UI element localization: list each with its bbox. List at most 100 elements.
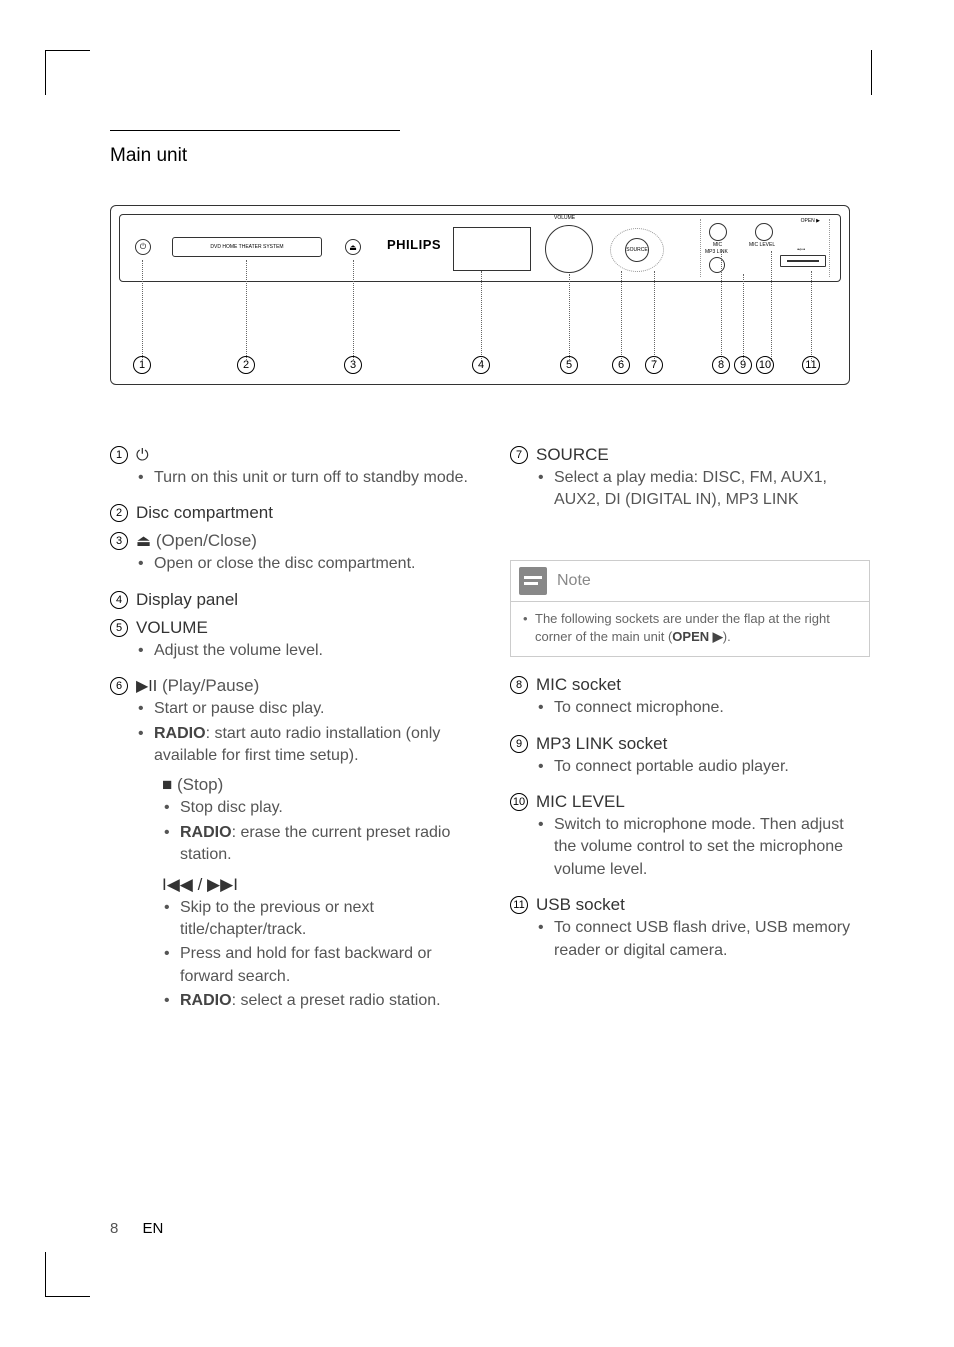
item-number: 7 xyxy=(510,446,528,464)
item-title: MP3 LINK socket xyxy=(536,734,870,754)
note-icon xyxy=(519,567,547,595)
item-number: 8 xyxy=(510,676,528,694)
crop-mark-tl xyxy=(45,50,90,95)
section-title: Main unit xyxy=(110,130,400,175)
mp3-link-jack xyxy=(709,257,725,273)
item-body: Display panel xyxy=(136,590,470,612)
list-item: 4 Display panel xyxy=(110,590,470,612)
main-unit-diagram: ⏻ DVD HOME THEATER SYSTEM ⏏ PHILIPS VOLU… xyxy=(110,205,850,385)
mic-jack-icon xyxy=(709,223,727,241)
callout-line xyxy=(771,251,772,361)
mic-level-knob xyxy=(755,223,773,241)
usb-slot-icon xyxy=(780,255,826,267)
bullet-list: Turn on this unit or turn off to standby… xyxy=(136,467,470,489)
bullet: RADIO: start auto radio installation (on… xyxy=(154,723,470,768)
note-header: Note xyxy=(511,561,869,601)
bullet: Stop disc play. xyxy=(180,797,470,819)
item-title: SOURCE xyxy=(536,445,870,465)
item-body: VOLUMEAdjust the volume level. xyxy=(136,618,470,670)
callout-number: 9 xyxy=(734,356,752,374)
item-body: ⏏ (Open/Close)Open or close the disc com… xyxy=(136,531,470,583)
item-number: 10 xyxy=(510,793,528,811)
callout-number: 1 xyxy=(133,356,151,374)
bullet: Skip to the previous or next title/chapt… xyxy=(180,897,470,942)
callout-line xyxy=(621,271,622,361)
list-item: 7 SOURCESelect a play media: DISC, FM, AU… xyxy=(510,445,870,520)
item-number: 4 xyxy=(110,591,128,609)
sub-title: ■ (Stop) xyxy=(162,775,470,795)
source-button: SOURCE xyxy=(625,238,649,262)
callout-line xyxy=(353,260,354,360)
item-title: ⏻ xyxy=(136,445,470,465)
bullet-list: Switch to microphone mode. Then adjust t… xyxy=(536,814,870,881)
list-item: 9 MP3 LINK socketTo connect portable audi… xyxy=(510,734,870,786)
mic-level-label: MIC LEVEL xyxy=(749,242,775,248)
item-number: 2 xyxy=(110,504,128,522)
note-body: The following sockets are under the flap… xyxy=(511,601,869,656)
page-number: 8 xyxy=(110,1220,118,1237)
callout-line xyxy=(246,260,247,360)
list-item: 2 Disc compartment xyxy=(110,503,470,525)
item-number: 6 xyxy=(110,677,128,695)
item-body: MIC socketTo connect microphone. xyxy=(536,675,870,727)
crop-mark-tr xyxy=(871,50,872,95)
bullet: Turn on this unit or turn off to standby… xyxy=(154,467,470,489)
display-panel xyxy=(453,227,531,271)
bullet: To connect microphone. xyxy=(554,697,870,719)
bullet-list: To connect microphone. xyxy=(536,697,870,719)
bullet: Open or close the disc compartment. xyxy=(154,553,470,575)
right-column: 7 SOURCESelect a play media: DISC, FM, AU… xyxy=(510,445,870,1026)
bullet: Start or pause disc play. xyxy=(154,698,470,720)
right-flap-panel: MIC MIC LEVEL MP3 LINK •⇐• xyxy=(700,219,830,277)
volume-knob-icon xyxy=(545,225,593,273)
eject-button-icon: ⏏ xyxy=(345,239,361,255)
note-title: Note xyxy=(557,572,591,590)
bullet-list: Start or pause disc play. RADIO: start au… xyxy=(136,698,470,767)
volume-label: VOLUME xyxy=(554,215,575,221)
callout-number: 10 xyxy=(756,356,774,374)
list-item: 10 MIC LEVELSwitch to microphone mode. Th… xyxy=(510,792,870,889)
bullet: Select a play media: DISC, FM, AUX1, AUX… xyxy=(554,467,870,512)
item-title: USB socket xyxy=(536,895,870,915)
list-item: 1 ⏻ Turn on this unit or turn off to stan… xyxy=(110,445,470,497)
note-box: Note The following sockets are under the … xyxy=(510,560,870,657)
bullet-list: Open or close the disc compartment. xyxy=(136,553,470,575)
sub-title: I◀◀ / ▶▶I xyxy=(162,875,470,895)
bullet: Switch to microphone mode. Then adjust t… xyxy=(554,814,870,881)
bullet-list: Select a play media: DISC, FM, AUX1, AUX… xyxy=(536,467,870,512)
item-body: ⏻ Turn on this unit or turn off to stand… xyxy=(136,445,470,497)
bullet-list: To connect portable audio player. xyxy=(536,756,870,778)
list-item: 3 ⏏ (Open/Close)Open or close the disc co… xyxy=(110,531,470,583)
item-body: Disc compartment xyxy=(136,503,470,525)
item-number: 1 xyxy=(110,446,128,464)
item-title: ⏏ (Open/Close) xyxy=(136,531,470,551)
bullet-list: Skip to the previous or next title/chapt… xyxy=(162,897,470,1013)
mic-label: MIC xyxy=(713,242,722,248)
list-item: 11USB socketTo connect USB flash drive, … xyxy=(510,895,870,970)
callout-line xyxy=(743,274,744,360)
control-icon: ⏻ xyxy=(136,447,149,464)
item-body: SOURCESelect a play media: DISC, FM, AUX… xyxy=(536,445,870,520)
item-number: 3 xyxy=(110,532,128,550)
usb-label: •⇐• xyxy=(797,247,805,253)
callout-line xyxy=(569,274,570,360)
item-body: MIC LEVELSwitch to microphone mode. Then… xyxy=(536,792,870,889)
bullet-list: Stop disc play. RADIO: erase the current … xyxy=(162,797,470,866)
callout-number: 7 xyxy=(645,356,663,374)
list-item: 5VOLUMEAdjust the volume level. xyxy=(110,618,470,670)
bullet-list: To connect USB flash drive, USB memory r… xyxy=(536,917,870,962)
item-number: 9 xyxy=(510,735,528,753)
callout-number: 5 xyxy=(560,356,578,374)
item-title: MIC socket xyxy=(536,675,870,695)
crop-mark-bl xyxy=(45,1252,90,1297)
source-control-group: SOURCE xyxy=(610,223,666,273)
mp3-link-label: MP3 LINK xyxy=(705,249,728,255)
bullet: Adjust the volume level. xyxy=(154,640,470,662)
bullet: RADIO: erase the current preset radio st… xyxy=(180,822,470,867)
list-item: 6▶II (Play/Pause)Start or pause disc pla… xyxy=(110,676,470,1020)
callout-number: 8 xyxy=(712,356,730,374)
callout-number: 11 xyxy=(802,356,820,374)
callout-line xyxy=(654,271,655,361)
callout-line xyxy=(142,260,143,360)
bullet: To connect portable audio player. xyxy=(554,756,870,778)
